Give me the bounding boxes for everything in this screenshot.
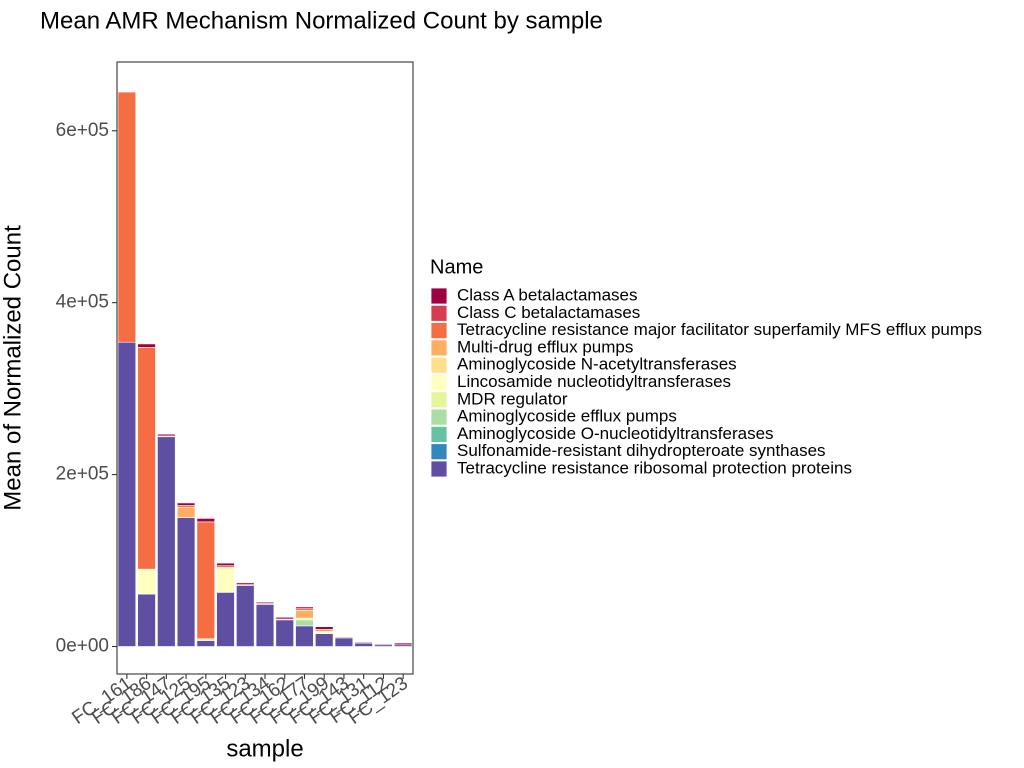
bar-segment: [393, 642, 413, 646]
chart-title: Mean AMR Mechanism Normalized Count by s…: [40, 7, 603, 34]
bar-segment: [157, 433, 176, 437]
legend-label: Aminoglycoside N-acetyltransferases: [457, 355, 737, 374]
bar-segment: [374, 643, 393, 646]
bar-segment: [354, 641, 373, 644]
legend-key: [430, 408, 448, 426]
bar-segment: [137, 593, 156, 647]
bar-segment: [196, 518, 215, 523]
bar-segment: [196, 640, 215, 647]
bar-segment: [354, 642, 373, 647]
y-tick-label: 4e+05: [56, 292, 109, 313]
bar-segment: [137, 568, 156, 595]
bar-segment: [315, 633, 334, 647]
legend-key: [430, 304, 448, 322]
bar-segment: [176, 506, 196, 518]
bar-segment: [315, 626, 334, 630]
bar-segment: [117, 341, 137, 647]
legend-label: Aminoglycoside O-nucleotidyltransferases: [457, 424, 774, 443]
legend-label: Tetracycline resistance ribosomal protec…: [457, 458, 852, 477]
y-axis-title: Mean of Normalized Count: [0, 225, 26, 511]
legend-key: [430, 425, 448, 443]
bar-segment: [216, 562, 235, 566]
bar-segment: [334, 636, 354, 639]
bar-segment: [255, 601, 275, 604]
bar-segment: [295, 606, 314, 609]
legend-label: Aminoglycoside efflux pumps: [457, 407, 677, 426]
bar-segment: [157, 436, 176, 647]
bar-segment: [255, 604, 275, 647]
x-axis-title: sample: [226, 735, 303, 762]
legend-label: Class A betalactamases: [457, 285, 637, 304]
bar-segment: [275, 616, 294, 620]
legend-key: [430, 322, 448, 340]
bar-segment: [295, 619, 314, 627]
bar-segment: [117, 91, 137, 343]
legend-key: [430, 460, 448, 478]
bar-segment: [275, 619, 294, 647]
legend-key: [430, 339, 448, 357]
legend-label: Sulfonamide-resistant dihydropteroate sy…: [457, 441, 826, 460]
bar-segment: [315, 630, 334, 634]
bar-segment: [216, 592, 235, 647]
bar-segment: [295, 610, 314, 619]
legend-title: Name: [430, 256, 483, 278]
bar-segment: [334, 637, 354, 647]
legend-label: MDR regulator: [457, 389, 568, 408]
legend-label: Lincosamide nucleotidyltransferases: [457, 372, 731, 391]
bar-segment: [137, 347, 156, 570]
bar-segment: [236, 582, 255, 585]
plot-area: 0e+002e+054e+056e+05FC_161FC_186FC_147FC…: [56, 61, 414, 729]
legend-key: [430, 374, 448, 391]
bar-segment: [216, 567, 235, 593]
legend-key: [430, 356, 448, 374]
legend-key: [430, 391, 448, 409]
legend-label: Tetracycline resistance major facilitato…: [457, 320, 982, 339]
bar-segment: [137, 343, 156, 348]
legend-label: Multi-drug efflux pumps: [457, 337, 633, 356]
bar-segment: [295, 625, 314, 647]
y-tick-label: 0e+00: [56, 636, 109, 657]
bar-segment: [176, 517, 196, 647]
bar-segment: [176, 502, 196, 506]
y-tick-label: 6e+05: [56, 120, 109, 141]
legend-key: [430, 443, 448, 461]
legend-label: Class C betalactamases: [457, 303, 640, 322]
y-tick-label: 2e+05: [56, 464, 109, 485]
bar-segment: [236, 585, 255, 647]
legend-key: [430, 287, 448, 305]
bar-segment: [196, 521, 215, 640]
